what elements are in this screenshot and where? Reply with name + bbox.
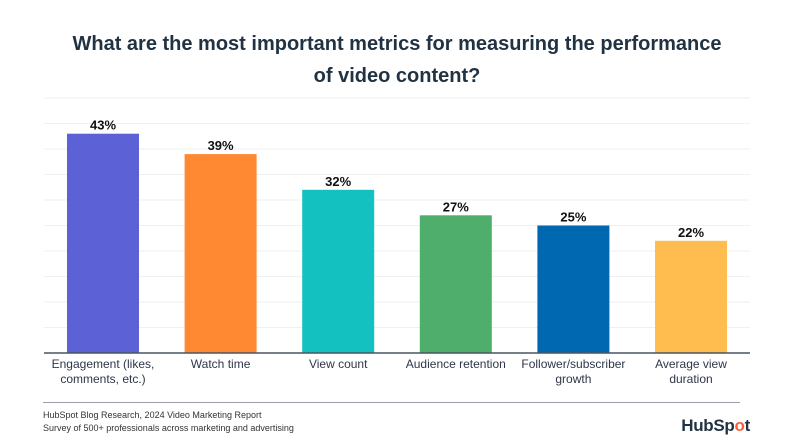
category-label: growth	[555, 372, 591, 386]
category-label: comments, etc.)	[60, 372, 145, 386]
category-label: View count	[309, 357, 368, 371]
chart-title: What are the most important metrics for …	[0, 28, 794, 92]
hubspot-logo: HubSpot	[681, 416, 750, 435]
bar	[67, 133, 139, 353]
category-label: Average view	[655, 357, 727, 371]
category-label: Engagement (likes,	[52, 357, 155, 371]
data-label: 22%	[678, 225, 704, 240]
data-label: 43%	[90, 118, 116, 133]
bar	[655, 240, 727, 353]
data-label: 25%	[560, 210, 586, 225]
chart-title-line-1: What are the most important metrics for …	[72, 33, 722, 55]
bar-chart: 43% Engagement (likes,comments, etc.) 39% W…	[44, 97, 750, 386]
bar	[419, 215, 492, 353]
bar	[302, 189, 375, 353]
category-label: Follower/subscriber	[521, 357, 625, 371]
bar	[184, 154, 257, 353]
chart-title-line-2: of video content?	[313, 65, 481, 87]
source-line-2: Survey of 500+ professionals across mark…	[43, 423, 294, 433]
data-label: 39%	[208, 138, 234, 153]
category-label: Watch time	[191, 357, 251, 371]
category-label: Audience retention	[406, 357, 506, 371]
source-line-1: HubSpot Blog Research, 2024 Video Market…	[43, 410, 262, 420]
data-label: 32%	[325, 174, 351, 189]
bar	[537, 225, 610, 353]
footer-divider	[43, 402, 740, 403]
category-label: duration	[669, 372, 712, 386]
source-note: HubSpot Blog Research, 2024 Video Market…	[43, 409, 294, 435]
data-label: 27%	[443, 199, 469, 214]
